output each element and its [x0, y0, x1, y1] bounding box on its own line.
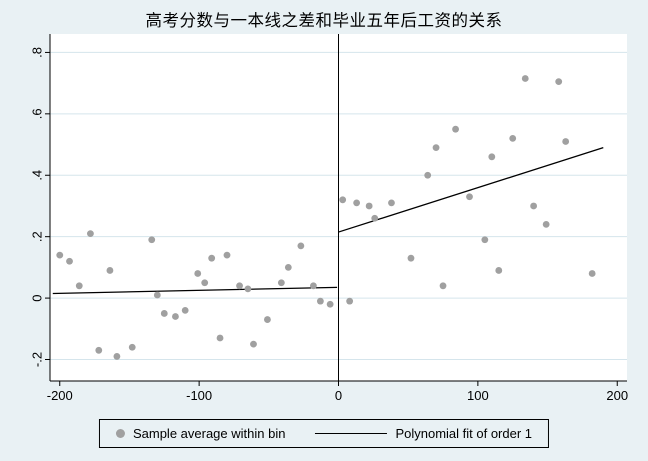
- legend: Sample average within bin Polynomial fit…: [98, 419, 550, 448]
- x-tick-label: 0: [335, 388, 342, 403]
- scatter-point: [407, 254, 415, 262]
- scatter-point: [250, 340, 257, 348]
- scatter-point: [277, 279, 285, 287]
- line-marker-icon: [315, 433, 388, 434]
- scatter-point: [56, 251, 64, 259]
- x-tick-label: -100: [186, 388, 212, 403]
- fit-line: [338, 147, 604, 233]
- y-tick-label: 0: [30, 294, 45, 301]
- scatter-point: [481, 236, 489, 244]
- scatter-point: [216, 334, 224, 342]
- scatter-point: [181, 306, 189, 314]
- scatter-point: [160, 310, 168, 317]
- scatter-point: [555, 78, 563, 85]
- legend-label-scatter: Sample average within bin: [132, 426, 286, 441]
- scatter-point: [264, 316, 271, 323]
- scatter-point: [542, 220, 550, 228]
- scatter-point: [371, 214, 379, 222]
- y-tick-label: .8: [30, 47, 45, 58]
- scatter-point: [316, 297, 324, 305]
- scatter-point: [452, 125, 459, 133]
- legend-item-line: Polynomial fit of order 1: [315, 426, 532, 441]
- scatter-point: [208, 254, 216, 262]
- scatter-point: [439, 282, 447, 290]
- scatter-point: [75, 282, 83, 290]
- y-tick-label: .4: [30, 170, 45, 181]
- scatter-point: [297, 242, 305, 250]
- scatter-point: [87, 230, 94, 238]
- scatter-point: [201, 279, 209, 287]
- scatter-point: [223, 251, 231, 259]
- x-tick-label: 100: [467, 388, 489, 403]
- scatter-point: [562, 138, 570, 145]
- scatter-point: [148, 236, 156, 244]
- y-tick-label: .2: [30, 231, 45, 242]
- scatter-point: [588, 270, 596, 277]
- scatter-marker-icon: [115, 429, 125, 438]
- scatter-point: [466, 193, 473, 201]
- scatter-point: [194, 270, 202, 277]
- scatter-point: [488, 153, 496, 161]
- scatter-point: [509, 135, 517, 142]
- scatter-point: [95, 346, 103, 354]
- x-tick-label: 200: [606, 388, 628, 403]
- scatter-point: [236, 282, 243, 290]
- scatter-point: [310, 282, 317, 290]
- y-tick-label: -.2: [30, 352, 45, 367]
- scatter-point: [326, 300, 334, 308]
- scatter-point: [284, 263, 292, 271]
- x-tick-label: -200: [47, 388, 73, 403]
- legend-label-line: Polynomial fit of order 1: [395, 426, 533, 441]
- scatter-point: [432, 144, 440, 152]
- scatter-point: [346, 297, 354, 305]
- scatter-point: [172, 313, 179, 320]
- scatter-point: [530, 202, 538, 210]
- scatter-point: [495, 267, 503, 274]
- scatter-point: [424, 171, 432, 179]
- chart-title: 高考分数与一本线之差和毕业五年后工资的关系: [145, 12, 503, 30]
- scatter-point: [113, 353, 121, 360]
- scatter-point: [244, 285, 252, 293]
- scatter-point: [106, 267, 114, 274]
- y-tick-label: .6: [30, 108, 45, 119]
- scatter-point: [339, 196, 347, 204]
- scatter-point: [353, 199, 361, 207]
- scatter-point: [365, 202, 373, 210]
- scatter-point: [66, 257, 73, 265]
- scatter-point: [128, 343, 136, 351]
- scatter-point: [153, 291, 161, 299]
- fit-line: [52, 286, 338, 295]
- scatter-point: [521, 75, 529, 82]
- scatter-point: [388, 199, 395, 207]
- legend-item-scatter: Sample average within bin: [115, 426, 286, 441]
